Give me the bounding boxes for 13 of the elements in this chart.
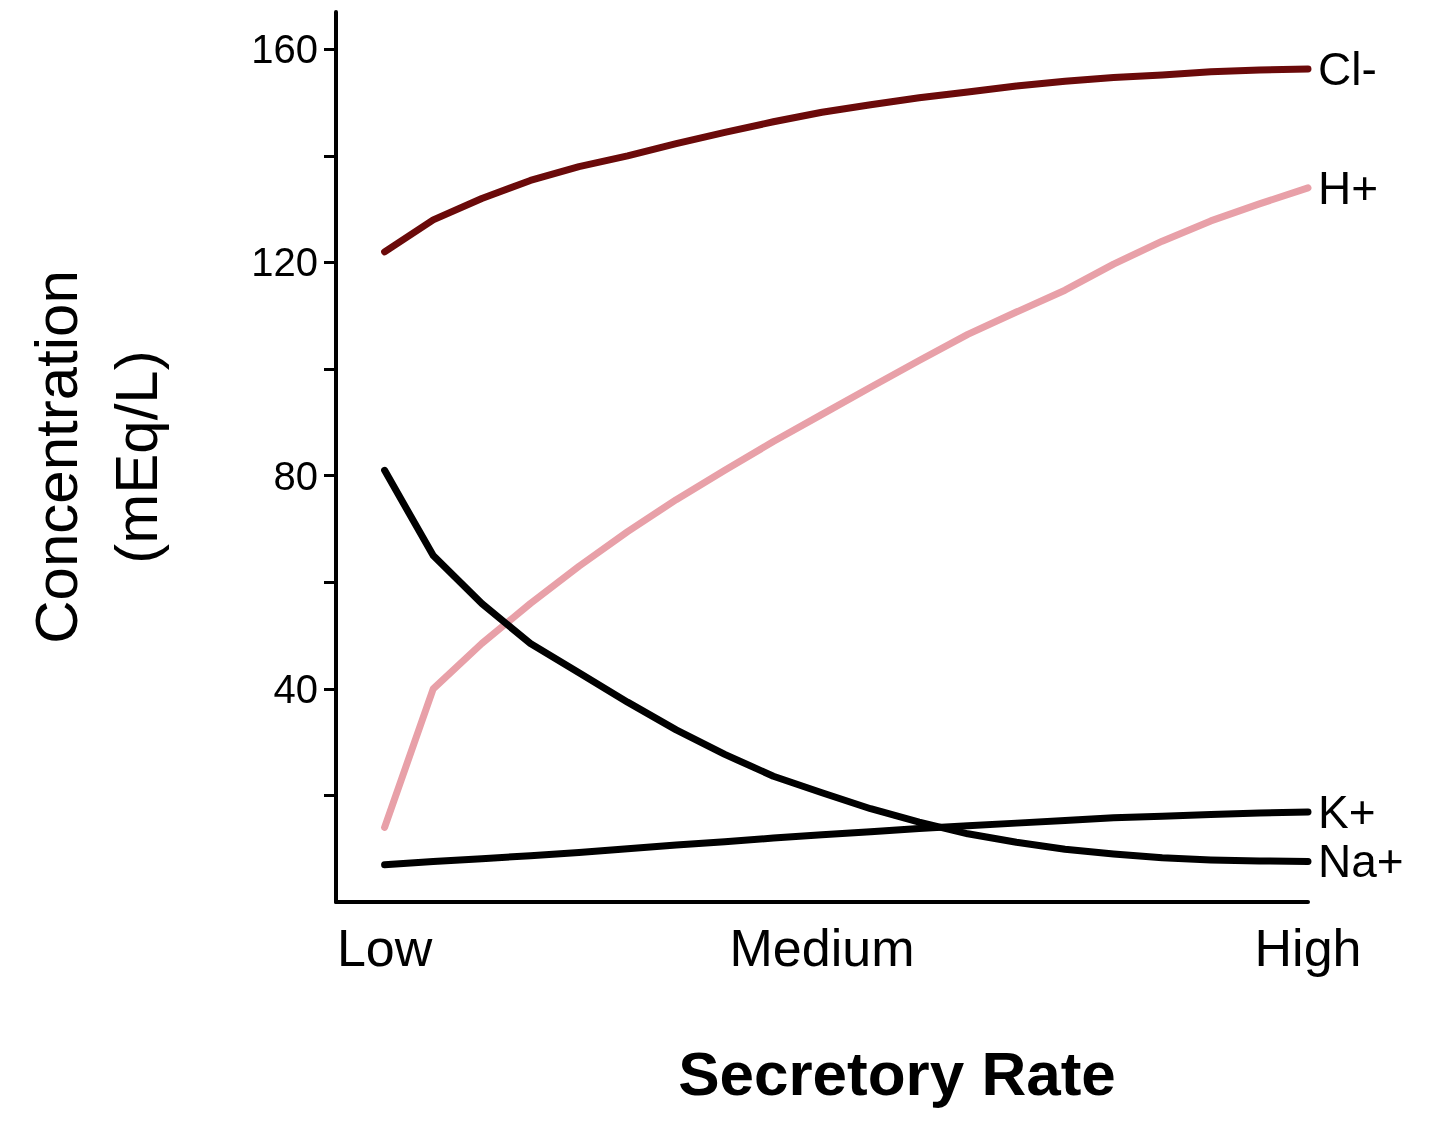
series-label: H+ (1318, 161, 1379, 214)
y-tick-label: 120 (251, 240, 318, 285)
y-axis-title: Concentration (mEq/L) (22, 270, 170, 644)
series-label: Na+ (1318, 835, 1404, 888)
series-label: K+ (1318, 785, 1376, 838)
y-tick-label: 40 (273, 666, 318, 711)
x-tick-label: Low (336, 919, 433, 977)
y-tick-label: 160 (251, 27, 318, 72)
x-tick-label: High (1254, 919, 1362, 977)
x-tick-label: Medium (729, 919, 915, 977)
y-tick-label: 80 (273, 453, 318, 498)
series-label: Cl- (1318, 43, 1377, 96)
x-axis-title: Secretory Rate (678, 1038, 1116, 1108)
